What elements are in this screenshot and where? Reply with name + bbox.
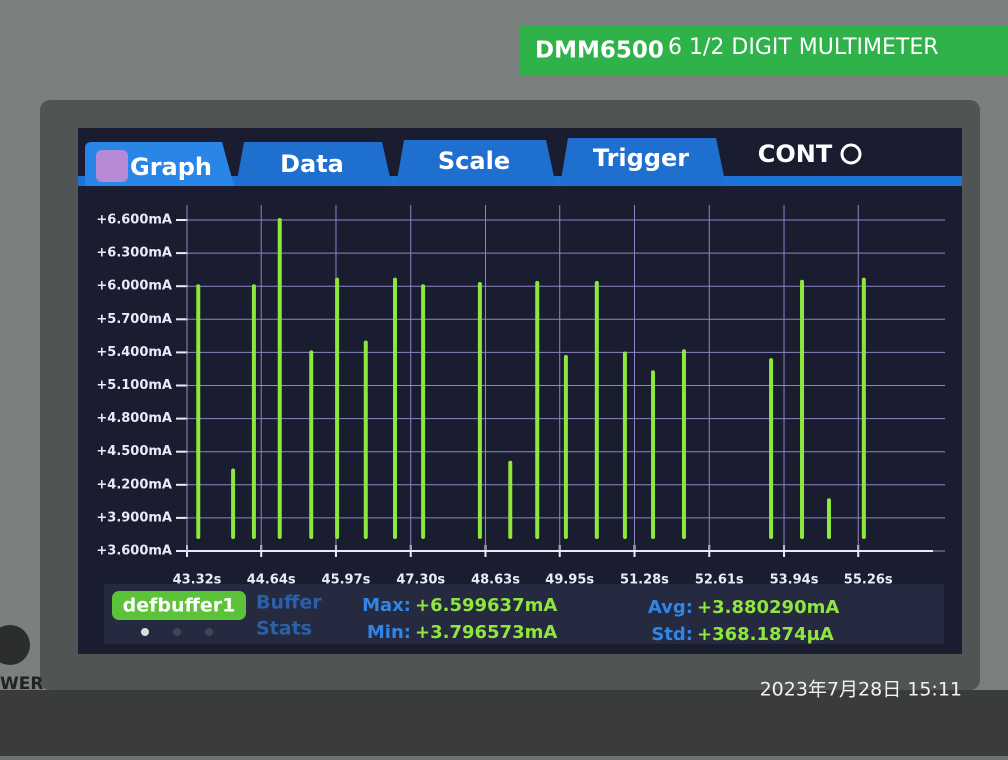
stat-label: Std: [651, 624, 693, 645]
y-tick-label: +6.300mA [96, 246, 172, 261]
y-tick-label: +4.500mA [96, 444, 172, 459]
y-tick-label: +4.200mA [96, 477, 172, 492]
y-tick-label: +5.100mA [96, 378, 172, 393]
model: DMM6500 [535, 38, 664, 64]
buffer-button[interactable] [112, 591, 246, 620]
page-dot [173, 628, 181, 636]
y-tick-label: +3.900mA [96, 510, 172, 525]
stats-title: Stats [256, 618, 312, 640]
cont-icon [840, 143, 862, 165]
stat-label: Max: [362, 595, 411, 616]
x-tick-label: 55.26s [844, 573, 893, 588]
stat-label: Min: [367, 622, 411, 643]
y-tick-label: +4.800mA [96, 411, 172, 426]
tab-label: Graph [130, 153, 212, 181]
stat-value: +6.599637mA [415, 595, 557, 616]
x-tick-label: 53.94s [770, 573, 819, 588]
y-tick-label: +3.600mA [96, 544, 172, 559]
tab-label[interactable]: CONT [758, 140, 833, 168]
tab-label: Data [280, 150, 344, 178]
tab-label: Scale [438, 147, 510, 175]
power-label: WER [0, 674, 43, 694]
stat-label: Avg: [648, 597, 693, 618]
stat-value: +368.1874µA [697, 624, 834, 645]
stat-value: +3.880290mA [697, 597, 839, 618]
screen [78, 128, 962, 654]
x-tick-label: 52.61s [695, 573, 744, 588]
timestamp: 2023年7月28日 15:11 [760, 679, 962, 701]
power-button [0, 625, 30, 665]
y-tick-label: +5.700mA [96, 312, 172, 327]
stat-value: +3.796573mA [415, 622, 557, 643]
plot: +3.600mA +3.900mA +4.200mA +4.500mA +4.800mA… [96, 205, 945, 588]
x-tick-label: 45.97s [322, 573, 371, 588]
menu-icon[interactable] [96, 150, 128, 182]
page-dot [205, 628, 213, 636]
x-tick-label: 51.28s [620, 573, 669, 588]
tab-scale[interactable] [396, 140, 556, 186]
tab-data[interactable] [236, 142, 392, 186]
page-dot [141, 628, 149, 636]
y-tick-label: +6.000mA [96, 279, 172, 294]
x-tick-label: 47.30s [396, 573, 445, 588]
stats-title: Buffer [256, 592, 322, 614]
x-tick-label: 44.64s [247, 573, 296, 588]
tab-trigger[interactable] [560, 138, 726, 186]
y-tick-label: +5.400mA [96, 345, 172, 360]
model-plate [520, 25, 1008, 75]
x-tick-label: 49.95s [545, 573, 594, 588]
model-description: 6 1/2 DIGIT MULTIMETER [668, 35, 939, 60]
buffer-name: defbuffer1 [123, 595, 236, 617]
instrument-base [0, 690, 1008, 756]
tab-label: Trigger [593, 144, 689, 172]
x-tick-label: 48.63s [471, 573, 520, 588]
x-tick-label: 43.32s [173, 573, 222, 588]
y-tick-label: +6.600mA [96, 213, 172, 228]
